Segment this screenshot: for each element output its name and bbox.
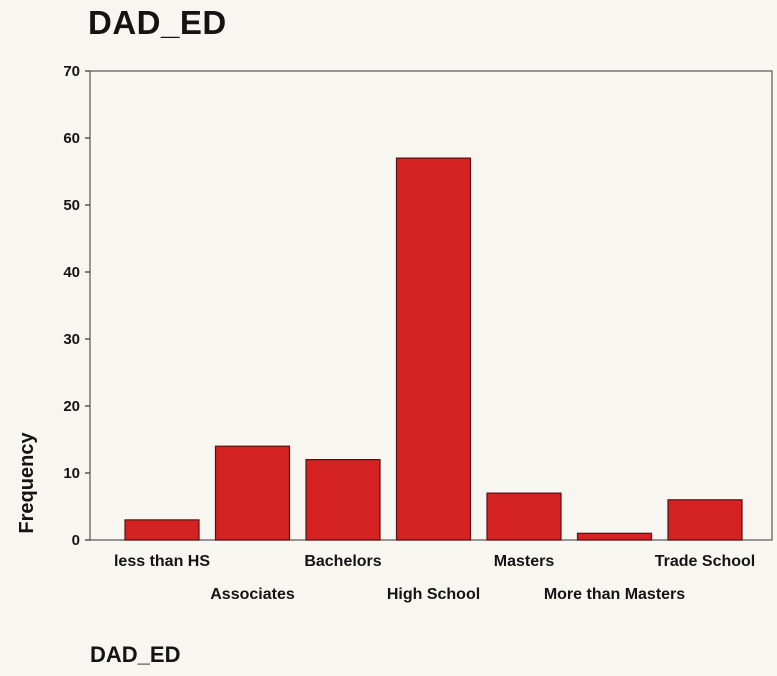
- y-tick-label: 30: [63, 331, 80, 348]
- x-tick-label: Bachelors: [304, 553, 381, 570]
- bar: [124, 519, 200, 541]
- bars: [124, 157, 743, 541]
- y-tick-label: 20: [63, 398, 80, 415]
- bar: [214, 445, 291, 541]
- x-tick-label: Trade School: [655, 553, 755, 570]
- bar: [576, 532, 653, 541]
- bar: [395, 157, 472, 541]
- x-tick-label: High School: [387, 586, 480, 603]
- y-tick-label: 10: [63, 465, 80, 482]
- y-axis: 0 10 20 30 40 50 60 70: [63, 63, 90, 549]
- x-axis-title: DAD_ED: [90, 642, 181, 667]
- x-tick-label: More than Masters: [544, 586, 685, 603]
- bar: [486, 492, 562, 541]
- x-tick-label: Masters: [494, 553, 555, 570]
- y-tick-label: 40: [63, 264, 80, 281]
- x-tick-label: Associates: [210, 586, 295, 603]
- bar: [667, 499, 743, 541]
- y-tick-label: 50: [63, 197, 80, 214]
- x-tick-label: less than HS: [114, 553, 210, 570]
- y-tick-label: 60: [63, 130, 80, 147]
- bar: [305, 459, 381, 541]
- y-axis-title: Frequency: [16, 432, 38, 534]
- y-tick-label: 70: [63, 63, 80, 80]
- y-tick-label: 0: [72, 532, 80, 549]
- chart-title: DAD_ED: [88, 4, 227, 41]
